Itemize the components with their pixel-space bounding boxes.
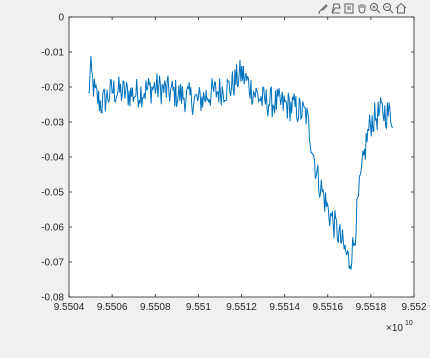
- y-tick-label: -0.05: [41, 188, 64, 199]
- y-tick-label: 0: [58, 13, 64, 24]
- y-tick-label: -0.07: [41, 258, 64, 269]
- zoom-in-button[interactable]: [368, 1, 381, 14]
- x-tick-label: 9.5516: [312, 302, 343, 313]
- x-tick-label: 9.5512: [226, 302, 257, 313]
- home-icon: [395, 2, 406, 13]
- pan-button[interactable]: [355, 1, 368, 14]
- x-tick-label: 9.5504: [54, 302, 85, 313]
- rotate-button[interactable]: [342, 1, 355, 14]
- x-tick-label: 9.5508: [140, 302, 171, 313]
- brush-button[interactable]: [316, 1, 329, 14]
- x-exponent-label: ×10 10: [386, 320, 413, 334]
- x-exponent-prefix: ×10: [386, 323, 403, 334]
- y-tick-label: -0.08: [41, 293, 64, 304]
- axes-background: [69, 17, 414, 297]
- x-tick-label: 9.551: [186, 302, 211, 313]
- zoom-out-button[interactable]: [381, 1, 394, 14]
- brush-icon: [317, 3, 328, 13]
- datatip-icon: [331, 3, 341, 13]
- x-tick-label: 9.5506: [97, 302, 128, 313]
- y-tick-label: -0.04: [41, 153, 64, 164]
- zoom-in-icon: [369, 2, 380, 13]
- y-tick-label: -0.03: [41, 118, 64, 129]
- zoom-out-icon: [382, 2, 393, 13]
- series-line: [88, 56, 393, 270]
- pan-hand-icon: [358, 3, 365, 14]
- x-tick-label: 9.5514: [269, 302, 300, 313]
- home-button[interactable]: [394, 1, 407, 14]
- x-tick-label: 9.5518: [356, 302, 387, 313]
- x-tick-label: 9.552: [401, 302, 426, 313]
- rotate-icon: [344, 3, 353, 13]
- y-tick-label: -0.01: [41, 48, 64, 59]
- y-tick-label: -0.06: [41, 223, 64, 234]
- x-exponent-power: 10: [405, 320, 413, 327]
- datatip-button[interactable]: [329, 1, 342, 14]
- axes-box: [68, 16, 415, 298]
- x-axis: 9.5504 9.5506 9.5508 9.551 9.5512 9.5514 9.551…: [54, 17, 427, 313]
- axes-toolbar: [316, 1, 407, 14]
- y-tick-label: -0.02: [41, 83, 64, 94]
